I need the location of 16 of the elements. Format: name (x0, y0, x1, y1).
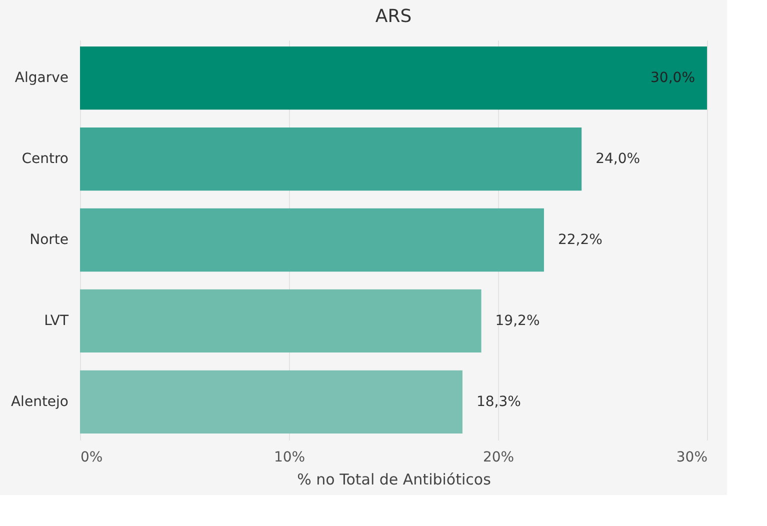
x-tick-label: 20% (482, 450, 514, 466)
data-label: 22,2% (558, 232, 602, 248)
data-label: 18,3% (476, 394, 521, 410)
x-tick-label: 10% (274, 450, 306, 466)
x-axis-title: % no Total de Antibióticos (297, 470, 492, 488)
data-label: 24,0% (596, 151, 640, 168)
y-tick-label: LVT (44, 312, 69, 329)
data-label: 19,2% (495, 312, 540, 329)
chart-title: ARS (375, 6, 412, 27)
y-tick-label: Norte (30, 232, 68, 248)
y-tick-label: Algarve (14, 70, 68, 86)
x-tick-label: 30% (676, 450, 708, 466)
y-tick-label: Alentejo (10, 394, 68, 410)
y-tick-label: Centro (22, 151, 68, 168)
x-tick-label: 0% (80, 450, 103, 466)
data-label: 30,0% (650, 70, 695, 86)
